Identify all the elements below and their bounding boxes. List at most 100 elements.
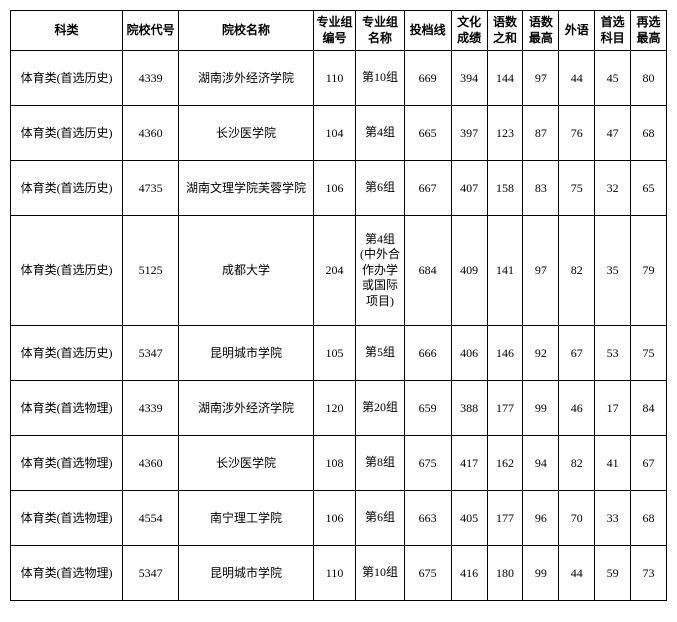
table-cell: 长沙医学院 xyxy=(179,106,314,161)
table-cell: 南宁理工学院 xyxy=(179,491,314,546)
table-cell: 665 xyxy=(404,106,451,161)
table-row: 体育类(首选历史)5347昆明城市学院105第5组666406146926753… xyxy=(11,326,667,381)
table-row: 体育类(首选物理)4554南宁理工学院106第6组663405177967033… xyxy=(11,491,667,546)
table-cell: 成都大学 xyxy=(179,216,314,326)
table-cell: 体育类(首选历史) xyxy=(11,326,123,381)
table-cell: 407 xyxy=(451,161,487,216)
col-header: 文化成绩 xyxy=(451,11,487,51)
table-cell: 177 xyxy=(487,381,523,436)
table-cell: 4339 xyxy=(123,51,179,106)
table-cell: 669 xyxy=(404,51,451,106)
table-cell: 123 xyxy=(487,106,523,161)
table-cell: 409 xyxy=(451,216,487,326)
col-header: 外语 xyxy=(559,11,595,51)
table-cell: 68 xyxy=(631,491,667,546)
table-cell: 104 xyxy=(313,106,356,161)
table-cell: 76 xyxy=(559,106,595,161)
table-cell: 417 xyxy=(451,436,487,491)
table-cell: 昆明城市学院 xyxy=(179,546,314,601)
admission-table: 科类 院校代号 院校名称 专业组编号 专业组名称 投档线 文化成绩 语数之和 语… xyxy=(10,10,667,601)
table-cell: 体育类(首选历史) xyxy=(11,106,123,161)
table-cell: 体育类(首选物理) xyxy=(11,436,123,491)
table-cell: 108 xyxy=(313,436,356,491)
table-row: 体育类(首选物理)4360长沙医学院108第8组6754171629482416… xyxy=(11,436,667,491)
table-cell: 5347 xyxy=(123,326,179,381)
table-cell: 141 xyxy=(487,216,523,326)
table-cell: 684 xyxy=(404,216,451,326)
header-row: 科类 院校代号 院校名称 专业组编号 专业组名称 投档线 文化成绩 语数之和 语… xyxy=(11,11,667,51)
table-cell: 663 xyxy=(404,491,451,546)
table-cell: 79 xyxy=(631,216,667,326)
table-cell: 44 xyxy=(559,51,595,106)
table-cell: 94 xyxy=(523,436,559,491)
col-header: 科类 xyxy=(11,11,123,51)
table-cell: 33 xyxy=(595,491,631,546)
col-header: 再选最高 xyxy=(631,11,667,51)
col-header: 语数最高 xyxy=(523,11,559,51)
table-cell: 5125 xyxy=(123,216,179,326)
table-cell: 70 xyxy=(559,491,595,546)
table-cell: 106 xyxy=(313,491,356,546)
table-cell: 96 xyxy=(523,491,559,546)
table-cell: 666 xyxy=(404,326,451,381)
table-cell: 99 xyxy=(523,546,559,601)
table-cell: 35 xyxy=(595,216,631,326)
table-cell: 44 xyxy=(559,546,595,601)
table-cell: 昆明城市学院 xyxy=(179,326,314,381)
table-cell: 110 xyxy=(313,546,356,601)
table-cell: 99 xyxy=(523,381,559,436)
table-cell: 4554 xyxy=(123,491,179,546)
table-row: 体育类(首选历史)5125成都大学204第4组(中外合作办学或国际项目)6844… xyxy=(11,216,667,326)
table-row: 体育类(首选物理)4339湖南涉外经济学院120第20组659388177994… xyxy=(11,381,667,436)
col-header: 语数之和 xyxy=(487,11,523,51)
table-cell: 80 xyxy=(631,51,667,106)
table-cell: 长沙医学院 xyxy=(179,436,314,491)
table-cell: 75 xyxy=(559,161,595,216)
table-cell: 675 xyxy=(404,436,451,491)
table-cell: 体育类(首选历史) xyxy=(11,51,123,106)
table-cell: 32 xyxy=(595,161,631,216)
table-cell: 177 xyxy=(487,491,523,546)
table-cell: 162 xyxy=(487,436,523,491)
col-header: 首选科目 xyxy=(595,11,631,51)
col-header: 专业组编号 xyxy=(313,11,356,51)
col-header: 院校名称 xyxy=(179,11,314,51)
table-cell: 83 xyxy=(523,161,559,216)
table-cell: 158 xyxy=(487,161,523,216)
table-cell: 84 xyxy=(631,381,667,436)
table-cell: 97 xyxy=(523,51,559,106)
table-cell: 394 xyxy=(451,51,487,106)
table-cell: 体育类(首选历史) xyxy=(11,216,123,326)
table-cell: 106 xyxy=(313,161,356,216)
table-cell: 体育类(首选物理) xyxy=(11,491,123,546)
table-cell: 17 xyxy=(595,381,631,436)
table-cell: 4339 xyxy=(123,381,179,436)
table-cell: 667 xyxy=(404,161,451,216)
table-row: 体育类(首选历史)4735湖南文理学院芙蓉学院106第6组66740715883… xyxy=(11,161,667,216)
table-cell: 146 xyxy=(487,326,523,381)
table-cell: 第4组 xyxy=(356,106,404,161)
table-cell: 4360 xyxy=(123,436,179,491)
table-cell: 82 xyxy=(559,436,595,491)
table-cell: 675 xyxy=(404,546,451,601)
table-cell: 416 xyxy=(451,546,487,601)
table-cell: 204 xyxy=(313,216,356,326)
table-cell: 湖南涉外经济学院 xyxy=(179,51,314,106)
table-cell: 45 xyxy=(595,51,631,106)
table-cell: 湖南涉外经济学院 xyxy=(179,381,314,436)
table-cell: 第4组(中外合作办学或国际项目) xyxy=(356,216,404,326)
table-cell: 第10组 xyxy=(356,546,404,601)
table-row: 体育类(首选物理)5347昆明城市学院110第10组67541618099445… xyxy=(11,546,667,601)
table-cell: 87 xyxy=(523,106,559,161)
table-cell: 湖南文理学院芙蓉学院 xyxy=(179,161,314,216)
table-row: 体育类(首选历史)4339湖南涉外经济学院110第10组669394144974… xyxy=(11,51,667,106)
col-header: 院校代号 xyxy=(123,11,179,51)
table-cell: 75 xyxy=(631,326,667,381)
table-cell: 406 xyxy=(451,326,487,381)
table-cell: 第6组 xyxy=(356,491,404,546)
table-cell: 体育类(首选历史) xyxy=(11,161,123,216)
table-cell: 4360 xyxy=(123,106,179,161)
table-cell: 47 xyxy=(595,106,631,161)
table-cell: 110 xyxy=(313,51,356,106)
table-cell: 180 xyxy=(487,546,523,601)
